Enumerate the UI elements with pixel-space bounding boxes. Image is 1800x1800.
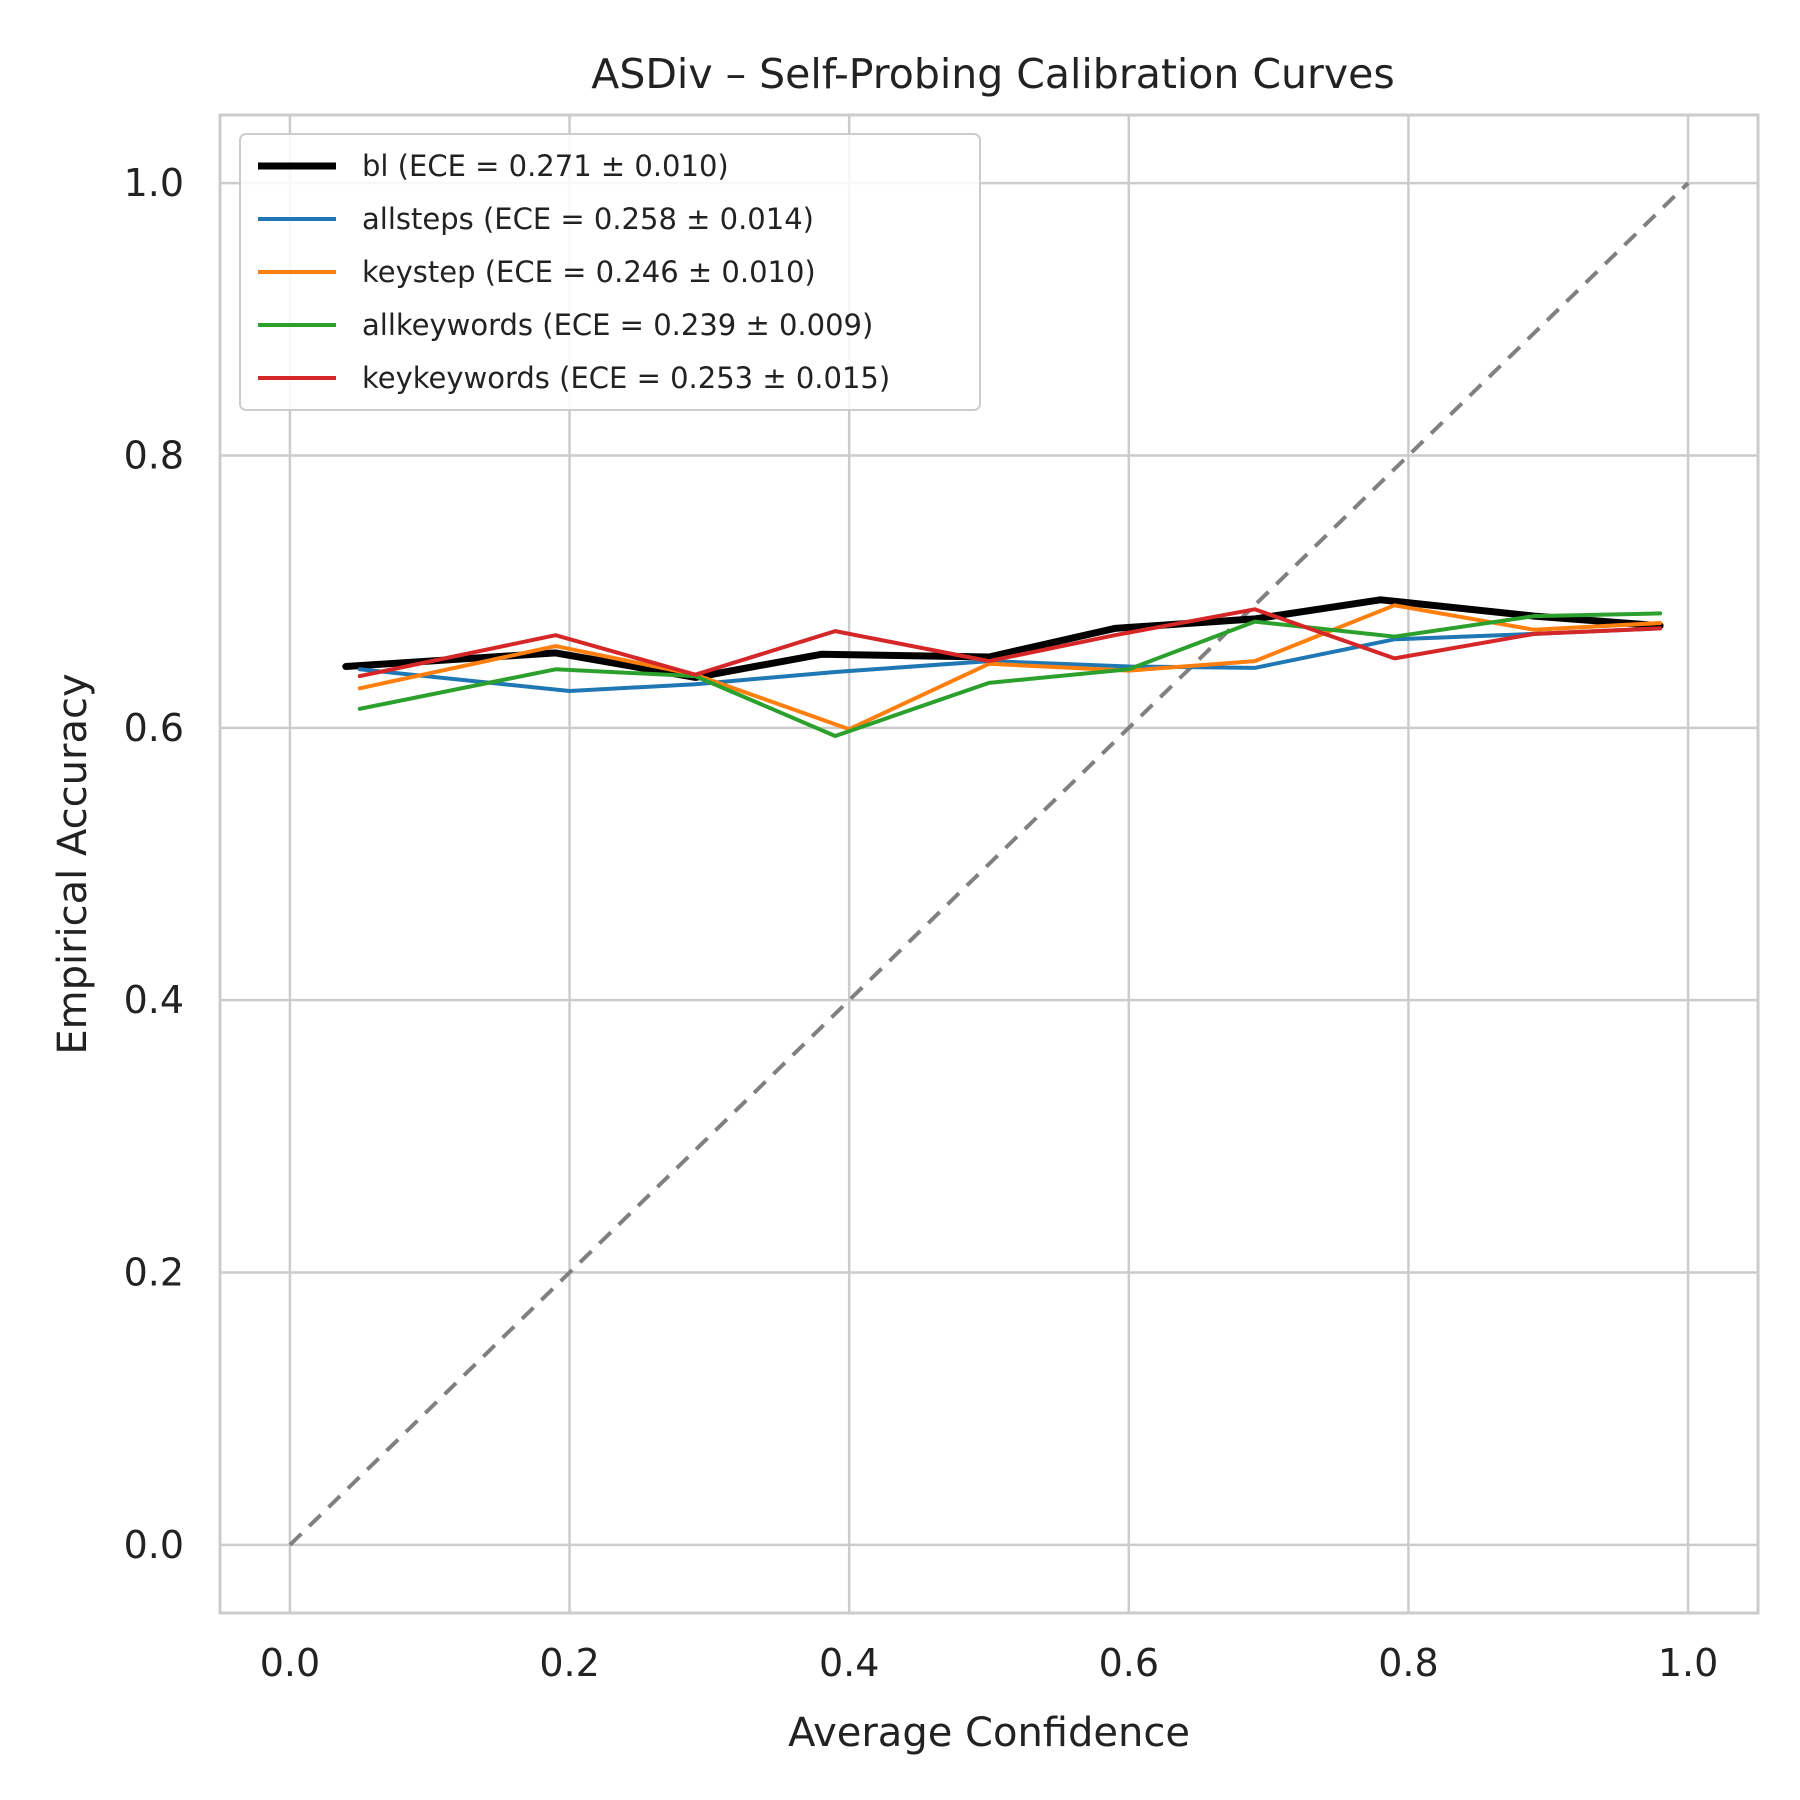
x-tick-label: 0.4 bbox=[819, 1641, 879, 1685]
x-tick-label: 0.6 bbox=[1099, 1641, 1159, 1685]
x-axis-title: Average Confidence bbox=[788, 1710, 1190, 1756]
series-line-3 bbox=[357, 603, 1663, 732]
legend-label: bl (ECE = 0.271 ± 0.010) bbox=[362, 149, 729, 183]
y-tick-label: 0.8 bbox=[124, 433, 184, 477]
plot-frame bbox=[218, 113, 1760, 1615]
y-tick-label: 1.0 bbox=[124, 161, 184, 205]
series-line-2 bbox=[357, 626, 1663, 693]
y-tick-label: 0.2 bbox=[124, 1251, 184, 1295]
legend-frame bbox=[239, 133, 981, 411]
x-tick-label: 0.8 bbox=[1378, 1641, 1438, 1685]
legend: bl (ECE = 0.271 ± 0.010) allsteps (ECE = … bbox=[239, 133, 981, 411]
legend-label: keystep (ECE = 0.246 ± 0.010) bbox=[362, 255, 816, 289]
series-line-1 bbox=[342, 596, 1664, 681]
y-tick-label: 0.0 bbox=[124, 1523, 184, 1567]
chart-title: ASDiv – Self-Probing Calibration Curves bbox=[591, 50, 1394, 98]
x-tick-label: 1.0 bbox=[1658, 1641, 1718, 1685]
series-lines bbox=[342, 596, 1664, 738]
series-line-4 bbox=[357, 611, 1663, 738]
perfect-calibration-line bbox=[288, 181, 1690, 1547]
y-tick-label: 0.4 bbox=[124, 978, 184, 1022]
legend-entries: bl (ECE = 0.271 ± 0.010) allsteps (ECE = … bbox=[258, 149, 890, 395]
y-tick-labels: 0.0 0.2 0.4 0.6 0.8 1.0 bbox=[124, 161, 184, 1567]
legend-label: allkeywords (ECE = 0.239 ± 0.009) bbox=[362, 308, 873, 342]
legend-label: allsteps (ECE = 0.258 ± 0.014) bbox=[362, 202, 814, 236]
series-line-5 bbox=[357, 607, 1663, 679]
y-axis-title: Empirical Accuracy bbox=[50, 673, 96, 1054]
x-tick-label: 0.0 bbox=[260, 1641, 320, 1685]
x-tick-label: 0.2 bbox=[539, 1641, 599, 1685]
x-tick-labels: 0.0 0.2 0.4 0.6 0.8 1.0 bbox=[260, 1641, 1719, 1685]
legend-label: keykeywords (ECE = 0.253 ± 0.015) bbox=[362, 361, 890, 395]
y-tick-label: 0.6 bbox=[124, 706, 184, 750]
